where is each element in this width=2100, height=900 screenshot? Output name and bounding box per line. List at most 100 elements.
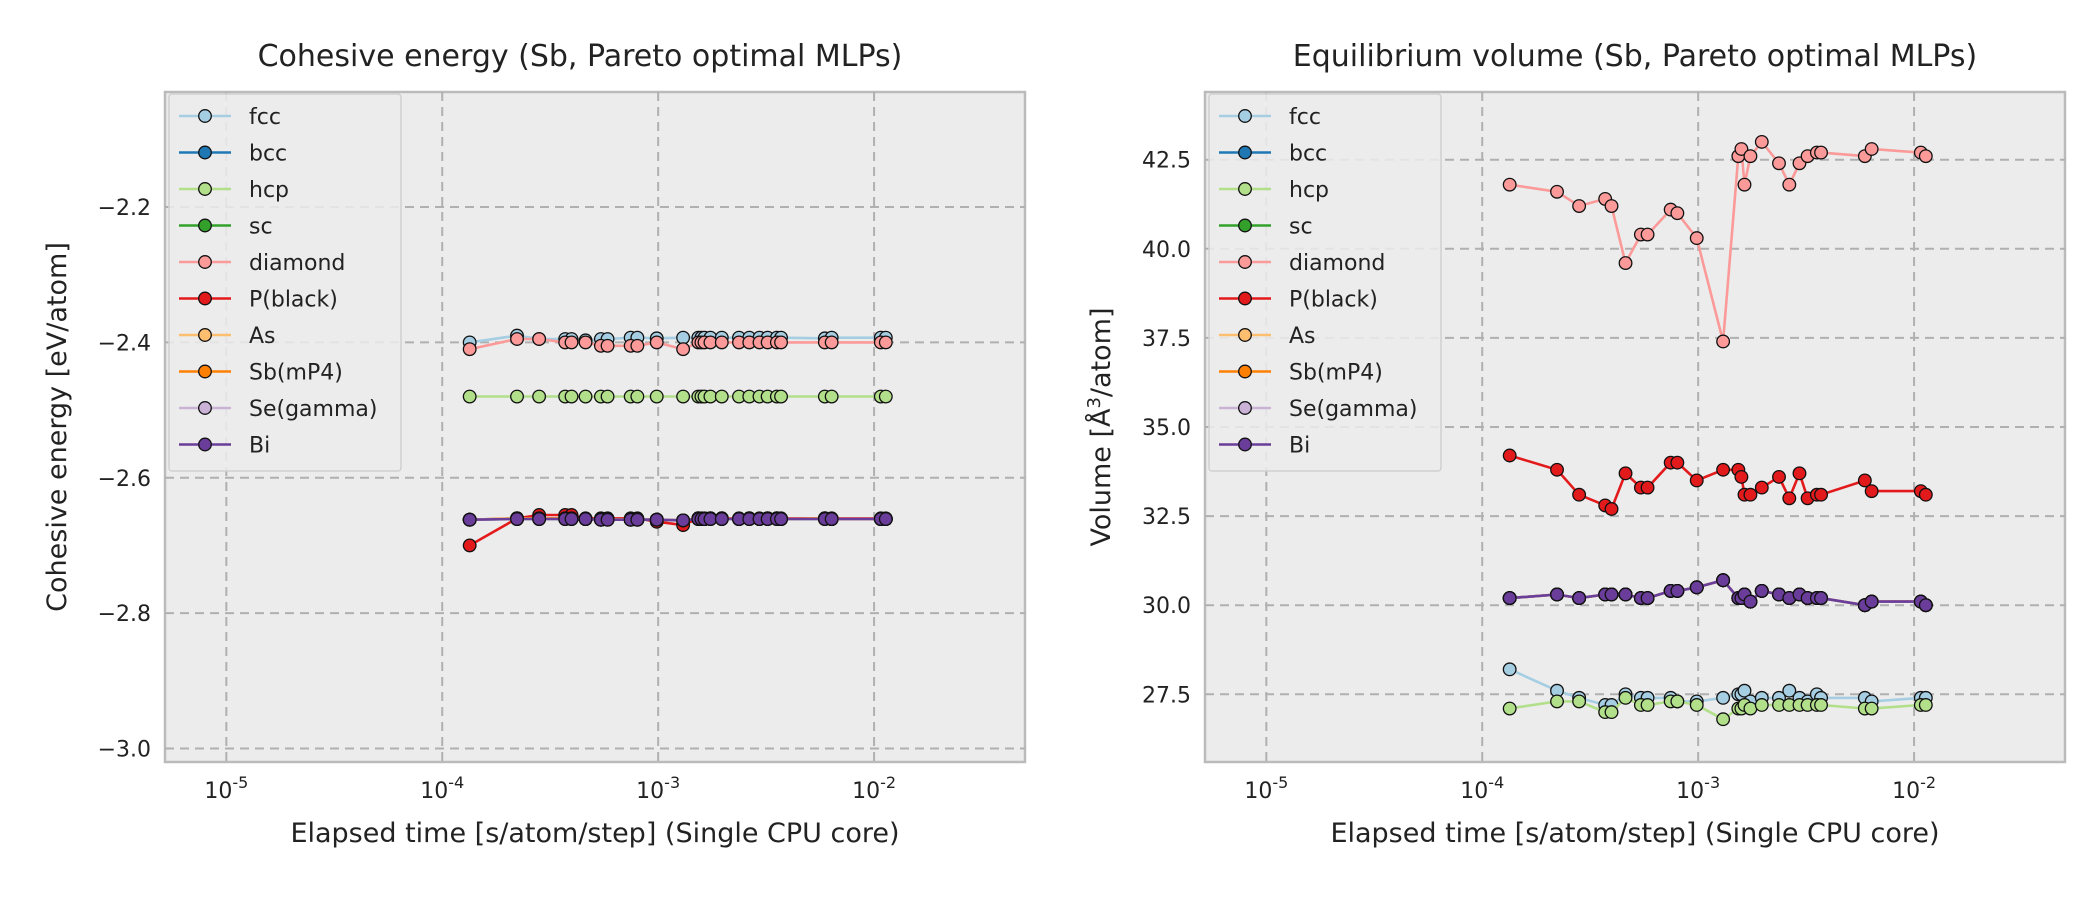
data-point xyxy=(774,335,788,350)
data-point xyxy=(714,389,729,404)
data-point xyxy=(1918,149,1933,164)
data-point xyxy=(1604,502,1619,516)
data-point xyxy=(510,512,524,526)
data-point xyxy=(1864,484,1879,499)
data-point xyxy=(1604,199,1619,213)
x-tick-label: 10-3 xyxy=(1676,773,1720,804)
data-point xyxy=(578,335,593,350)
data-point xyxy=(824,389,839,404)
data-point xyxy=(1857,473,1872,488)
data-point xyxy=(1572,487,1587,502)
legend-item: fcc xyxy=(1219,105,1321,130)
legend-item: bcc xyxy=(1219,142,1327,167)
data-point xyxy=(532,332,547,346)
y-tick-label: 35.0 xyxy=(1142,416,1191,441)
data-point xyxy=(878,389,893,404)
legend-marker xyxy=(1238,109,1252,123)
y-axis-label: Cohesive energy [eV/atom] xyxy=(42,242,73,612)
data-point xyxy=(462,512,477,527)
data-point xyxy=(1618,256,1633,271)
cohesive-energy-chart: Cohesive energy (Sb, Pareto optimal MLPs… xyxy=(42,39,1027,849)
series-bi xyxy=(462,512,893,528)
data-point xyxy=(1618,466,1633,481)
legend-marker xyxy=(1238,255,1252,269)
y-tick-label: 32.5 xyxy=(1142,505,1191,530)
legend-item: Se(gamma) xyxy=(179,397,377,422)
data-point xyxy=(1618,587,1633,602)
legend-item: Sb(mP4) xyxy=(1219,361,1383,386)
data-point xyxy=(1502,591,1517,606)
data-point xyxy=(1782,491,1797,506)
data-point xyxy=(1716,462,1731,477)
series-hcp xyxy=(462,389,893,404)
data-point xyxy=(1743,594,1758,609)
y-axis-label-superscript: 3 xyxy=(1084,397,1105,408)
data-point xyxy=(462,538,477,553)
data-point xyxy=(714,335,729,350)
data-point xyxy=(703,512,718,526)
data-point xyxy=(1604,705,1619,720)
y-axis-ticks: 27.5 30.0 32.5 35.0 37.5 40.0 42.5 xyxy=(1142,149,1191,709)
data-point xyxy=(1918,487,1933,502)
legend-label: P(black) xyxy=(1289,288,1378,313)
legend-marker xyxy=(198,364,212,379)
data-point xyxy=(1550,184,1564,199)
legend-item: Bi xyxy=(1219,434,1310,459)
legend-marker xyxy=(1238,145,1252,160)
data-point xyxy=(564,512,579,526)
data-point xyxy=(1502,448,1517,463)
legend-item: bcc xyxy=(179,142,287,167)
legend-item: P(black) xyxy=(1219,288,1378,313)
legend-label: Se(gamma) xyxy=(1289,397,1417,422)
y-tick-label: −2.2 xyxy=(98,196,151,221)
legend-marker xyxy=(198,145,212,160)
x-tick-label: 10-5 xyxy=(204,773,248,804)
legend-item: diamond xyxy=(1219,251,1385,276)
legend-item: sc xyxy=(179,215,273,240)
data-point xyxy=(1743,487,1758,502)
legend-label: hcp xyxy=(249,178,289,203)
series-diamond xyxy=(1502,134,1933,349)
data-point xyxy=(703,389,718,404)
y-tick-label: −2.4 xyxy=(98,331,151,356)
legend-marker xyxy=(198,291,212,306)
legend-marker xyxy=(1238,328,1252,342)
legend-marker xyxy=(1238,401,1252,415)
data-point xyxy=(1772,156,1786,171)
data-point xyxy=(564,389,579,404)
data-point xyxy=(703,335,718,350)
legend-marker xyxy=(198,255,212,269)
series-bi xyxy=(1502,573,1933,613)
data-point xyxy=(630,338,645,353)
data-point xyxy=(1502,662,1517,677)
data-point xyxy=(649,335,664,350)
data-point xyxy=(1814,591,1828,606)
series-diamond xyxy=(462,332,893,357)
data-point xyxy=(1670,583,1685,598)
legend-label: Se(gamma) xyxy=(249,397,377,422)
legend-label: sc xyxy=(249,215,273,240)
data-point xyxy=(1918,698,1933,712)
data-point xyxy=(1689,580,1704,595)
legend-item: Sb(mP4) xyxy=(179,361,343,386)
data-point xyxy=(578,389,593,404)
data-point xyxy=(1640,698,1655,712)
data-point xyxy=(532,512,547,526)
data-point xyxy=(1670,694,1685,709)
data-point xyxy=(1689,231,1704,246)
y-tick-label: −2.8 xyxy=(98,602,151,627)
legend-label: As xyxy=(249,324,276,349)
data-point xyxy=(1737,177,1752,192)
y-tick-label: −3.0 xyxy=(98,737,151,762)
x-axis-ticks: 10-5 10-4 10-3 10-2 xyxy=(204,773,896,804)
legend-marker xyxy=(198,218,212,233)
data-point xyxy=(714,512,729,526)
data-point xyxy=(1864,701,1879,716)
legend-marker xyxy=(1238,437,1252,452)
data-point xyxy=(600,338,615,353)
data-point xyxy=(649,512,664,527)
x-tick-label: 10-4 xyxy=(1460,773,1504,804)
x-axis-label: Elapsed time [s/atom/step] (Single CPU c… xyxy=(1330,818,1939,849)
data-point xyxy=(1670,206,1685,221)
data-point xyxy=(1689,698,1704,712)
